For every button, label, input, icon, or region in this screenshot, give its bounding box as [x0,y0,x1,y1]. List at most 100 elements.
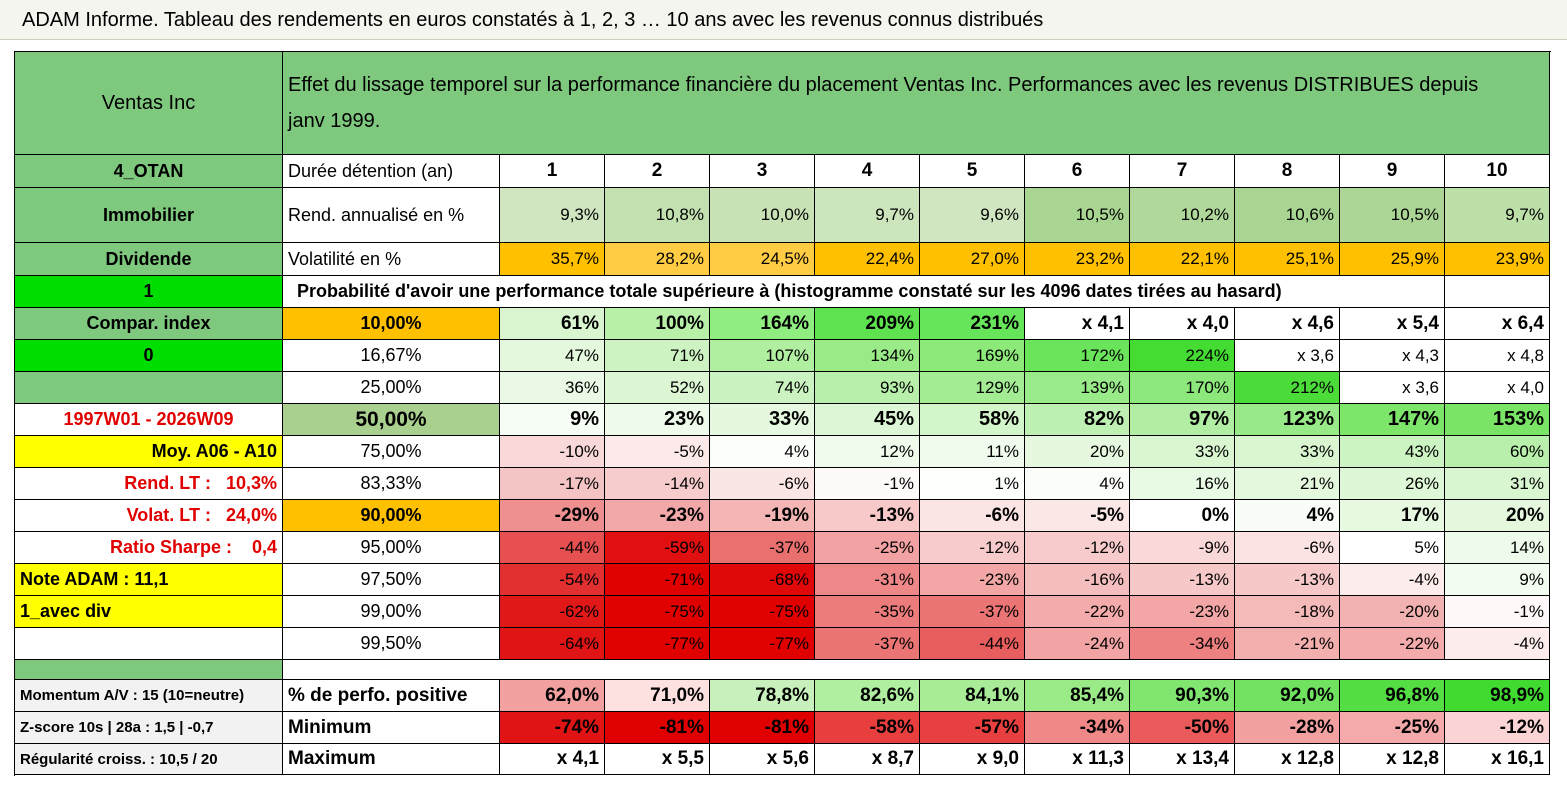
value-cell: 6 [1025,155,1130,188]
value-cell: 25,1% [1235,243,1340,276]
value-cell: 93% [815,372,920,404]
value-cell: 100% [605,308,710,340]
value-cell: -18% [1235,596,1340,628]
row-name: 99,50% [283,628,500,660]
value-cell: 71,0% [605,680,710,712]
value-cell: 20% [1025,436,1130,468]
value-cell: 11% [920,436,1025,468]
value-cell: 129% [920,372,1025,404]
row-label: Immobilier [15,188,283,243]
row-label: Moy. A06 - A10 [15,436,283,468]
row-label: Dividende [15,243,283,276]
value-cell: 4% [1235,500,1340,532]
value-cell: -4% [1445,628,1550,660]
value-cell: 9 [1340,155,1445,188]
value-cell: -44% [920,628,1025,660]
value-cell: x 5,4 [1340,308,1445,340]
value-cell: 97% [1130,404,1235,436]
value-cell: 52% [605,372,710,404]
value-cell: -1% [1445,596,1550,628]
value-cell: 7 [1130,155,1235,188]
row-label: 1_avec div [15,596,283,628]
value-cell: 47% [500,340,605,372]
title: ADAM Informe. Tableau des rendements en … [0,0,1567,40]
value-cell: -5% [1025,500,1130,532]
value-cell: 12% [815,436,920,468]
value-cell: 33% [1235,436,1340,468]
value-cell: 92,0% [1235,680,1340,712]
row-name: 50,00% [283,404,500,436]
value-cell: 61% [500,308,605,340]
value-cell: 85,4% [1025,680,1130,712]
empty-cell [1445,276,1550,308]
value-cell: 36% [500,372,605,404]
value-cell: 23% [605,404,710,436]
value-cell: -64% [500,628,605,660]
value-cell: 10,0% [710,188,815,243]
value-cell: -58% [815,712,920,744]
row-name: 97,50% [283,564,500,596]
value-cell: -81% [605,712,710,744]
value-cell: x 4,8 [1445,340,1550,372]
row-name: 16,67% [283,340,500,372]
value-cell: 224% [1130,340,1235,372]
value-cell: 4 [815,155,920,188]
value-cell: -21% [1235,628,1340,660]
value-cell: 139% [1025,372,1130,404]
value-cell: x 16,1 [1445,744,1550,775]
value-cell: x 4,6 [1235,308,1340,340]
value-cell: -12% [1445,712,1550,744]
value-cell: 90,3% [1130,680,1235,712]
value-cell: x 12,8 [1340,744,1445,775]
row-name: 10,00% [283,308,500,340]
value-cell: x 5,5 [605,744,710,775]
value-cell: -19% [710,500,815,532]
value-cell: 23,2% [1025,243,1130,276]
value-cell: 43% [1340,436,1445,468]
value-cell: 22,1% [1130,243,1235,276]
value-cell: 5 [920,155,1025,188]
row-label: Momentum A/V : 15 (10=neutre) [15,680,283,712]
value-cell: x 3,6 [1340,372,1445,404]
row-label: Ratio Sharpe : 0,4 [15,532,283,564]
value-cell: 209% [815,308,920,340]
value-cell: 82% [1025,404,1130,436]
row-label: Régularité croiss. : 10,5 / 20 [15,744,283,775]
value-cell: 22,4% [815,243,920,276]
row-name: 95,00% [283,532,500,564]
value-cell: -23% [920,564,1025,596]
value-cell: x 12,8 [1235,744,1340,775]
value-cell: x 3,6 [1235,340,1340,372]
value-cell: -74% [500,712,605,744]
header-text: Effet du lissage temporel sur la perform… [283,52,1550,155]
value-cell: 98,9% [1445,680,1550,712]
value-cell: -1% [815,468,920,500]
value-cell: 21% [1235,468,1340,500]
value-cell: -81% [710,712,815,744]
value-cell: x 11,3 [1025,744,1130,775]
value-cell: -77% [605,628,710,660]
value-cell: 9% [500,404,605,436]
value-cell: 10,8% [605,188,710,243]
value-cell: 78,8% [710,680,815,712]
value-cell: -12% [1025,532,1130,564]
value-cell: -23% [1130,596,1235,628]
value-cell: 27,0% [920,243,1025,276]
row-name: Durée détention (an) [283,155,500,188]
value-cell: 164% [710,308,815,340]
value-cell: 3 [710,155,815,188]
value-cell: -37% [920,596,1025,628]
value-cell: 4% [710,436,815,468]
value-cell: 231% [920,308,1025,340]
value-cell: 1 [500,155,605,188]
value-cell: 0% [1130,500,1235,532]
value-cell: -16% [1025,564,1130,596]
value-cell: 5% [1340,532,1445,564]
value-cell: -57% [920,712,1025,744]
row-name: % de perfo. positive [283,680,500,712]
value-cell: -13% [1235,564,1340,596]
value-cell: -68% [710,564,815,596]
value-cell: 45% [815,404,920,436]
value-cell: 10,5% [1340,188,1445,243]
row-label [15,372,283,404]
